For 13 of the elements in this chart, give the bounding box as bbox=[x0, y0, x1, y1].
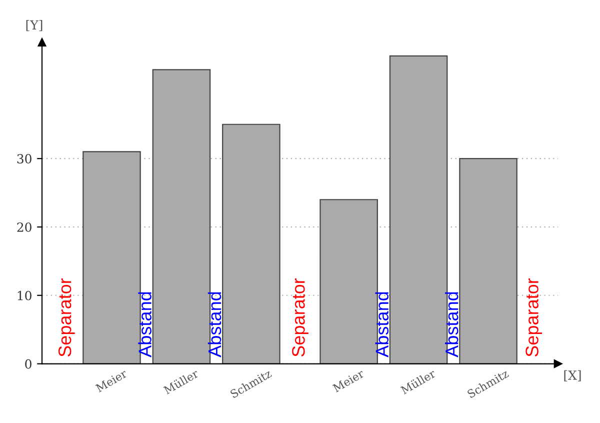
y-axis-title: [Y] bbox=[26, 20, 42, 32]
annotation: Abstand bbox=[375, 292, 389, 358]
annotation: Abstand bbox=[208, 292, 222, 358]
annotation: Abstand bbox=[138, 292, 152, 358]
annotation: Separator bbox=[58, 278, 75, 357]
annotation: Separator bbox=[526, 278, 542, 357]
y-tick-label: 30 bbox=[17, 154, 32, 164]
annotation: Separator bbox=[292, 278, 308, 357]
y-tick-label: 0 bbox=[25, 359, 32, 369]
x-axis-title: [X] bbox=[564, 370, 581, 382]
y-tick-label: 20 bbox=[17, 222, 32, 232]
annotation: Abstand bbox=[444, 292, 458, 358]
y-tick-label: 10 bbox=[18, 290, 32, 300]
